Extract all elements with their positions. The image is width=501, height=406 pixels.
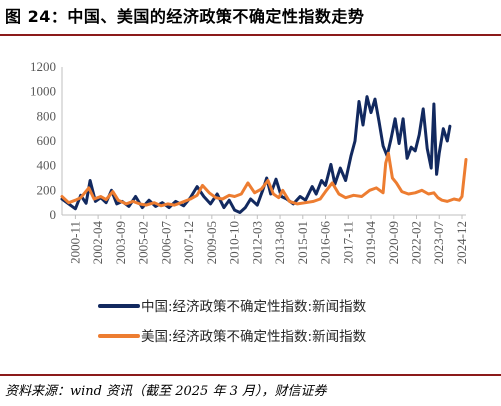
x-tick-label: 2006-07 (158, 221, 173, 265)
x-tick-label: 2003-09 (113, 221, 128, 264)
chart-axes (61, 67, 466, 216)
y-tick-label: 1200 (30, 59, 56, 74)
x-tick-label: 2017-11 (340, 221, 355, 264)
x-tick-label: 2024-12 (454, 221, 469, 264)
x-tick-label: 2022-02 (409, 221, 424, 264)
y-tick-label: 400 (37, 158, 57, 173)
x-tick-label: 2010-10 (227, 221, 242, 264)
chart-series-lines (60, 95, 468, 214)
x-tick-label: 2019-04 (363, 221, 378, 265)
x-tick-label: 2012-03 (249, 221, 264, 264)
x-tick-label: 2023-07 (431, 221, 446, 265)
x-tick-label: 2015-01 (295, 221, 310, 264)
source-note: 资料来源：wind 资讯（截至 2025 年 3 月），财信证券 (5, 384, 327, 399)
x-tick-label: 2007-12 (181, 221, 196, 264)
y-tick-label: 800 (37, 108, 57, 123)
x-tick-label: 2002-04 (90, 221, 105, 265)
x-tick-label: 2005-02 (136, 221, 151, 264)
bottom-rule (0, 374, 501, 376)
y-tick-label: 600 (37, 133, 57, 148)
figure-title: 图 24：中国、美国的经济政策不确定性指数走势 (5, 7, 365, 26)
x-tick-label: 2000-11 (67, 221, 82, 264)
x-tick-label: 2013-08 (272, 221, 287, 264)
y-tick-label: 0 (50, 207, 57, 222)
top-rule (0, 34, 501, 36)
y-axis-ticks: 0 200 400 600 800 1000 1200 (30, 59, 56, 222)
china-series-line (60, 95, 452, 214)
x-tick-label: 2016-06 (318, 221, 333, 265)
us-series-line (60, 151, 468, 208)
legend-label-china: 中国:经济政策不确定性指数:新闻指数 (141, 298, 367, 315)
x-axis-ticks: 2000-11 2002-04 2003-09 2005-02 2006-07 2007-… (67, 215, 469, 264)
x-tick-label: 2009-05 (204, 221, 219, 264)
y-tick-label: 1000 (30, 84, 56, 99)
y-tick-label: 200 (37, 182, 57, 197)
line-chart: 0 200 400 600 800 1000 1200 2000-11 2002-04 2003… (30, 59, 469, 345)
x-tick-label: 2020-09 (386, 221, 401, 264)
legend-label-us: 美国:经济政策不确定性指数:新闻指数 (141, 328, 367, 345)
